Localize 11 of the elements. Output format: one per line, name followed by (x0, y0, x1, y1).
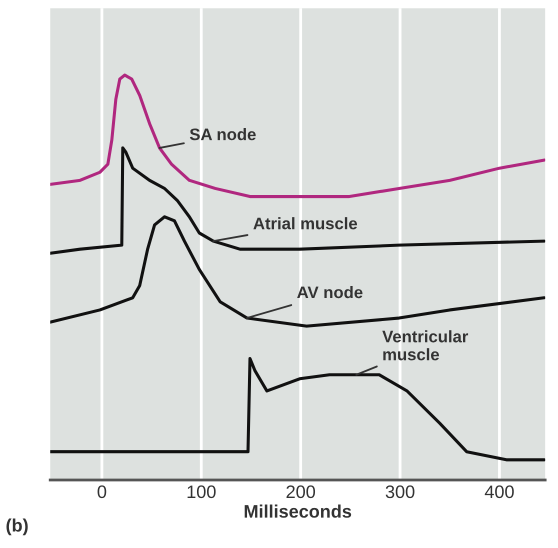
x-tick-label: 200 (286, 485, 316, 498)
x-tick-label: 0 (98, 485, 106, 498)
text: (b) (6, 518, 28, 536)
series-label: SA node (190, 128, 256, 140)
x-axis-title: Milliseconds (244, 504, 352, 518)
series-label: Ventricular muscle (382, 330, 468, 360)
x-tick-label: 400 (484, 485, 514, 498)
series-label: AV node (297, 286, 362, 298)
series-label: Atrial muscle (253, 217, 358, 230)
x-tick-label: 300 (386, 485, 414, 498)
x-tick-label: 100 (188, 485, 216, 498)
